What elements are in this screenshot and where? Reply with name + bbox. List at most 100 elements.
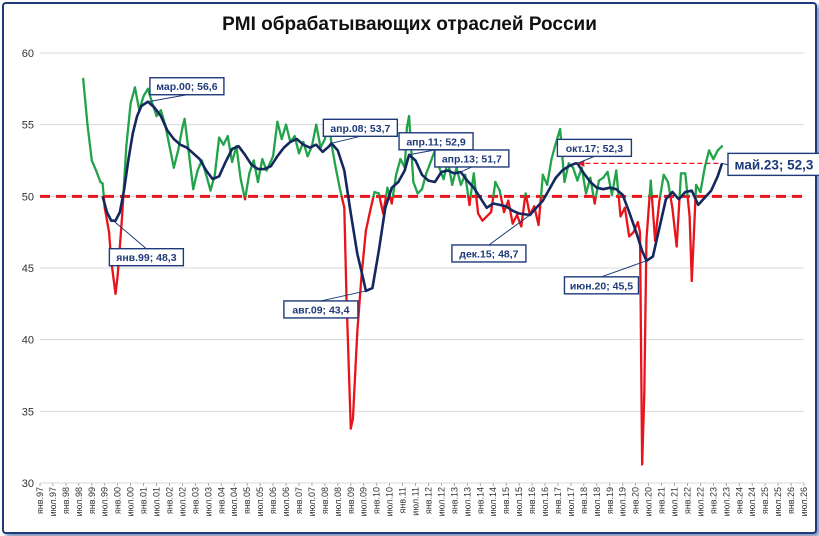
monthly-segment <box>712 149 719 161</box>
monthly-segment <box>645 195 651 241</box>
x-tick-label: июл.13 <box>462 487 472 516</box>
annotation-box <box>727 152 819 177</box>
monthly-segment <box>593 195 598 205</box>
monthly-segment <box>571 166 579 182</box>
monthly-segment <box>82 77 89 126</box>
x-tick-label: июл.02 <box>177 487 187 516</box>
annotation-callout: апр.13; 51,7 <box>434 149 510 173</box>
monthly-segment <box>252 159 260 184</box>
annotation-label: дек.15; 48,7 <box>459 248 518 260</box>
x-tick-label: июл.98 <box>74 487 84 516</box>
monthly-segment <box>492 180 497 198</box>
monthly-segment <box>716 145 724 152</box>
x-tick-label: янв.07 <box>294 487 304 514</box>
annotation-label: авг.09; 43,4 <box>292 304 349 316</box>
y-tick-label: 35 <box>22 406 34 418</box>
annotation-box <box>563 276 640 295</box>
x-tick-label: янв.15 <box>501 487 511 514</box>
monthly-segment <box>507 199 514 225</box>
x-tick-label: июл.04 <box>229 487 239 516</box>
monthly-segment <box>123 145 128 184</box>
annotation-box <box>283 300 359 319</box>
monthly-segment <box>589 176 595 198</box>
monthly-segment <box>707 149 715 161</box>
x-tick-label: янв.08 <box>320 487 330 514</box>
monthly-segment <box>686 195 691 218</box>
annotation-callout: дек.15; 48,7 <box>451 214 531 263</box>
monthly-segment <box>468 195 472 207</box>
monthly-segment <box>451 166 458 187</box>
monthly-segment <box>636 220 642 234</box>
y-tick-label: 50 <box>22 191 34 203</box>
monthly-segment <box>345 295 352 430</box>
monthly-segment <box>658 173 665 198</box>
monthly-segment <box>334 166 342 191</box>
monthly-segment <box>239 177 246 198</box>
x-tick-label: июл.26 <box>799 487 809 516</box>
y-tick-label: 60 <box>22 48 34 60</box>
x-tick-label: июл.19 <box>618 487 628 516</box>
monthly-segment <box>623 206 631 238</box>
x-tick-label: июл.06 <box>281 487 291 516</box>
x-tick-label: июл.12 <box>436 487 446 516</box>
monthly-segment <box>94 169 102 184</box>
annotation-leader <box>320 290 366 302</box>
x-tick-label: янв.10 <box>372 487 382 514</box>
monthly-segment <box>235 145 242 181</box>
monthly-segment <box>114 274 119 295</box>
x-tick-label: янв.17 <box>553 487 563 514</box>
x-tick-label: янв.98 <box>61 487 71 514</box>
chart-title: PMI обрабатывающих отраслей России <box>222 14 597 35</box>
x-tick-label: июл.05 <box>255 487 265 516</box>
monthly-segment <box>213 136 221 176</box>
x-tick-label: июл.22 <box>695 487 705 516</box>
x-tick-label: янв.97 <box>35 487 45 514</box>
x-tick-label: янв.19 <box>605 487 615 514</box>
x-tick-label: янв.12 <box>423 487 433 514</box>
annotation-label: май.23; 52,3 <box>735 157 814 172</box>
x-tick-label: янв.16 <box>527 487 537 514</box>
smoothed-line <box>101 100 724 293</box>
monthly-segment <box>356 274 363 334</box>
monthly-segment <box>315 123 322 149</box>
annotation-box <box>434 149 510 168</box>
monthly-segment <box>537 195 543 227</box>
x-tick-label: янв.14 <box>475 487 485 514</box>
x-tick-label: янв.26 <box>786 487 796 514</box>
x-tick-label: янв.24 <box>734 487 744 514</box>
monthly-segment <box>168 145 175 169</box>
monthly-segment <box>653 199 661 242</box>
x-tick-label: июл.21 <box>670 487 680 516</box>
annotation-box <box>451 244 527 263</box>
monthly-segment <box>364 209 372 232</box>
monthly-segment <box>369 195 375 212</box>
annotation-label: мар.00; 56,6 <box>156 81 217 93</box>
y-tick-label: 55 <box>22 120 34 132</box>
x-tick-label: янв.22 <box>682 487 692 514</box>
annotations: мар.00; 56,6 янв.99; 48,3 апр.08; 53,7 авг.… <box>108 77 819 319</box>
x-tick-label: июл.00 <box>126 487 136 516</box>
annotation-label: апр.11; 52,9 <box>406 136 466 148</box>
annotation-callout: янв.99; 48,3 <box>108 220 185 267</box>
monthly-segment <box>649 179 654 198</box>
monthly-segment <box>699 166 706 194</box>
monthly-segment <box>343 206 348 298</box>
monthly-segment <box>351 331 359 420</box>
monthly-segment <box>511 213 519 225</box>
annotation-leader <box>331 135 361 144</box>
monthly-segment <box>172 149 180 169</box>
x-tick-label: янв.02 <box>164 487 174 514</box>
monthly-segment <box>539 173 545 198</box>
monthly-segment <box>675 195 681 248</box>
x-tick-label: янв.18 <box>579 487 589 514</box>
x-tick-label: июл.11 <box>411 487 421 516</box>
x-tick-label: янв.00 <box>113 487 123 514</box>
x-tick-label: янв.20 <box>631 487 641 514</box>
monthly-segment <box>205 173 212 192</box>
monthly-segment <box>319 137 327 149</box>
x-tick-label: янв.05 <box>242 487 252 514</box>
monthly-segment <box>638 231 644 466</box>
monthly-segment <box>617 195 622 218</box>
x-tick-label: янв.04 <box>216 487 226 514</box>
monthly-segment <box>256 157 264 184</box>
